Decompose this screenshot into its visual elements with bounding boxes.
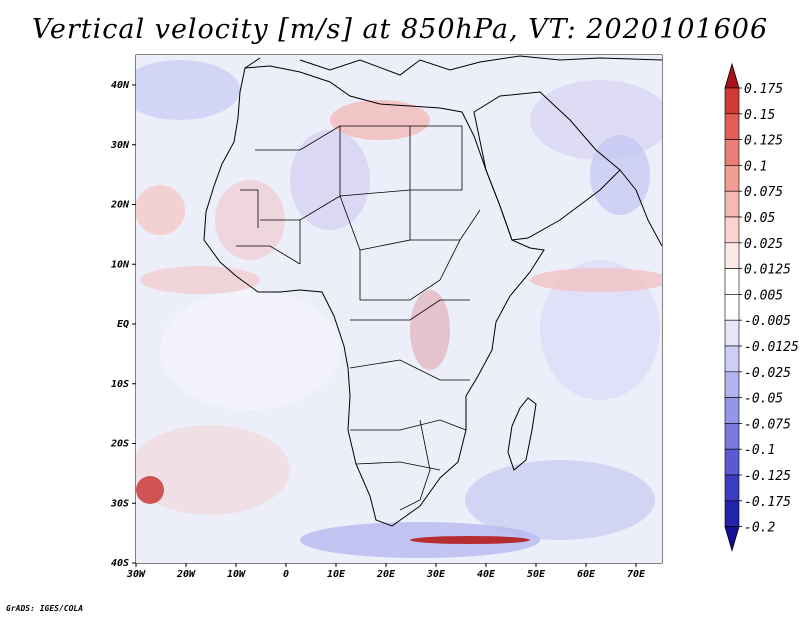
lon-tick-label: 30W	[126, 569, 146, 580]
lon-tick-label: 10W	[227, 569, 246, 580]
colorbar-swatch	[724, 242, 740, 269]
colorbar: 0.175 0.15 0.125 0.1 0.075 0.05 0.025 0.0125 0.0…	[724, 62, 799, 553]
lon-tick-label: 30E	[426, 569, 446, 580]
colorbar-swatch	[724, 113, 740, 140]
latitude-axis: 40N 30N 20N 10N EQ 10S 20S 30S 40S	[110, 80, 136, 569]
colorbar-swatch	[724, 371, 740, 398]
lat-tick-label: 40S	[111, 558, 129, 569]
arabia-outline	[473, 91, 621, 241]
colorbar-label: -0.005	[744, 314, 791, 329]
colorbar-label: -0.175	[744, 495, 791, 510]
lon-tick-label: 50E	[527, 569, 546, 580]
colorbar-swatch	[724, 448, 740, 476]
colorbar-swatch	[724, 294, 740, 321]
lon-tick-label: 0	[283, 569, 289, 580]
colorbar-swatch	[724, 165, 740, 192]
footer-credit: GrADS: IGES/COLA	[6, 604, 84, 613]
colorbar-label: 0.125	[744, 134, 783, 149]
colorbar-swatch	[724, 190, 740, 218]
lat-tick-label: EQ	[117, 319, 129, 330]
lat-tick-label: 40N	[111, 80, 130, 91]
colorbar-label: 0.1	[744, 159, 767, 174]
colorbar-swatch	[724, 345, 740, 373]
colorbar-swatch	[724, 268, 740, 295]
africa-outline	[203, 65, 545, 527]
colorbar-label: 0.175	[744, 82, 783, 97]
colorbar-label: -0.0125	[744, 340, 799, 355]
colorbar-label: 0.05	[744, 211, 775, 226]
map-title: Vertical velocity [m/s] at 850hPa, VT: 2…	[31, 14, 769, 45]
lon-tick-label: 20W	[176, 569, 196, 580]
europe-outline	[244, 55, 662, 76]
colorbar-label: 0.15	[744, 108, 775, 123]
lon-tick-label: 20E	[376, 569, 396, 580]
colorbar-label: 0.025	[744, 237, 783, 252]
lon-tick-label: 70E	[627, 569, 646, 580]
colorbar-swatch	[724, 216, 740, 244]
lat-tick-label: 10S	[111, 379, 129, 390]
colorbar-label: 0.0125	[744, 263, 791, 278]
lon-tick-label: 10E	[327, 569, 346, 580]
colorbar-swatch	[724, 397, 740, 424]
colorbar-swatch	[724, 423, 740, 450]
colorbar-top-arrow	[724, 62, 740, 89]
colorbar-swatch	[724, 474, 740, 502]
madagascar-outline	[507, 397, 537, 471]
lat-tick-label: 30S	[110, 498, 129, 509]
colorbar-label: -0.2	[744, 521, 775, 536]
colorbar-swatch	[724, 87, 740, 115]
colorbar-bottom-arrow	[724, 526, 740, 553]
colorbar-swatch	[724, 139, 740, 166]
colorbar-label: -0.075	[744, 417, 791, 432]
colorbar-label: -0.025	[744, 366, 791, 381]
coastlines	[203, 55, 662, 527]
colorbar-label: -0.125	[744, 469, 791, 484]
longitude-axis: 30W 20W 10W 0 10E 20E 30E 40E 50E 60E 70E	[126, 563, 646, 580]
india-outline	[619, 169, 662, 247]
colorbar-label: -0.05	[744, 392, 783, 407]
colorbar-swatch	[724, 319, 740, 347]
lon-tick-label: 40E	[477, 569, 496, 580]
colorbar-swatch	[724, 500, 740, 527]
velocity-field	[136, 55, 662, 563]
lat-tick-label: 20N	[110, 200, 130, 211]
lat-tick-label: 10N	[111, 259, 130, 270]
lat-tick-label: 30N	[110, 140, 130, 151]
colorbar-label: -0.1	[744, 443, 775, 458]
lon-tick-label: 60E	[577, 569, 596, 580]
lat-tick-label: 20S	[110, 439, 129, 450]
country-borders	[236, 125, 481, 511]
colorbar-label: 0.005	[744, 288, 783, 303]
colorbar-label: 0.075	[744, 185, 783, 200]
